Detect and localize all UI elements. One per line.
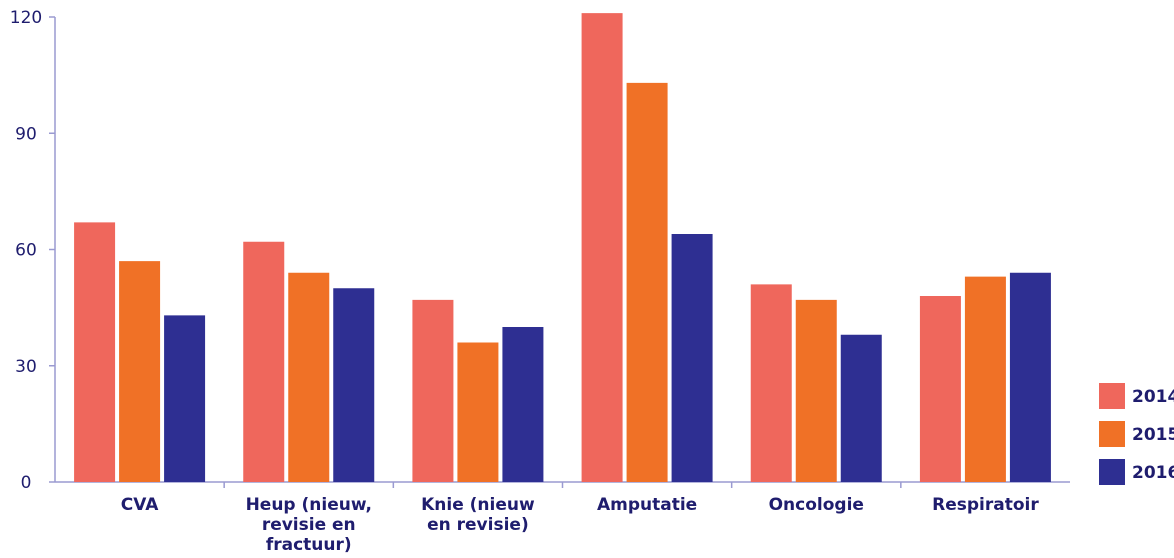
legend-swatch-2016	[1099, 459, 1125, 485]
x-category-label: Respiratoir	[932, 495, 1039, 515]
bar-2014-5	[919, 296, 961, 482]
bar-2014-0	[74, 222, 116, 482]
x-category-label: Oncologie	[769, 495, 864, 515]
x-category-label-line: revisie en	[262, 515, 356, 535]
bar-2014-3	[581, 13, 623, 482]
bar-2014-4	[750, 284, 792, 482]
bar-2016-3	[671, 234, 713, 482]
x-category-label-line: Respiratoir	[932, 495, 1039, 515]
x-category-label-line: Knie (nieuw	[421, 495, 535, 515]
bar-2015-5	[964, 276, 1006, 482]
bar-2016-0	[164, 315, 206, 482]
y-tick-label: 0	[21, 473, 32, 493]
legend-label-2014: 2014	[1132, 387, 1174, 407]
x-category-label-line: CVA	[121, 495, 159, 515]
legend-swatch-2015	[1099, 421, 1125, 447]
y-tick-label: 60	[15, 241, 37, 261]
legend-swatch-2014	[1099, 383, 1125, 409]
bar-2015-3	[626, 82, 668, 482]
y-tick-label: 90	[15, 124, 37, 144]
bar-2016-2	[502, 327, 544, 482]
x-category-label: CVA	[121, 495, 159, 515]
y-tick-label: 30	[15, 357, 37, 377]
bar-2014-2	[412, 299, 454, 482]
bar-2014-1	[243, 241, 285, 482]
bar-2016-4	[840, 334, 882, 482]
x-category-label-line: fractuur)	[266, 535, 352, 555]
bar-2015-2	[457, 342, 499, 482]
legend-label-2016: 2016	[1132, 463, 1174, 483]
x-category-label-line: en revisie)	[427, 515, 529, 535]
bar-2015-4	[795, 299, 837, 482]
x-category-label-line: Amputatie	[597, 495, 697, 515]
legend-label-2015: 2015	[1132, 425, 1174, 445]
bar-2016-5	[1009, 272, 1051, 482]
x-category-label: Amputatie	[597, 495, 697, 515]
y-tick-label: 120	[10, 8, 42, 28]
x-category-label: Knie (nieuw en revisie)	[421, 495, 535, 535]
x-category-label-line: Heup (nieuw,	[246, 495, 372, 515]
bar-2015-0	[119, 261, 161, 482]
bar-2015-1	[288, 272, 330, 482]
x-category-label: Heup (nieuw, revisie en fractuur)	[246, 495, 372, 555]
bar-2016-1	[333, 288, 375, 482]
x-category-label-line: Oncologie	[769, 495, 864, 515]
